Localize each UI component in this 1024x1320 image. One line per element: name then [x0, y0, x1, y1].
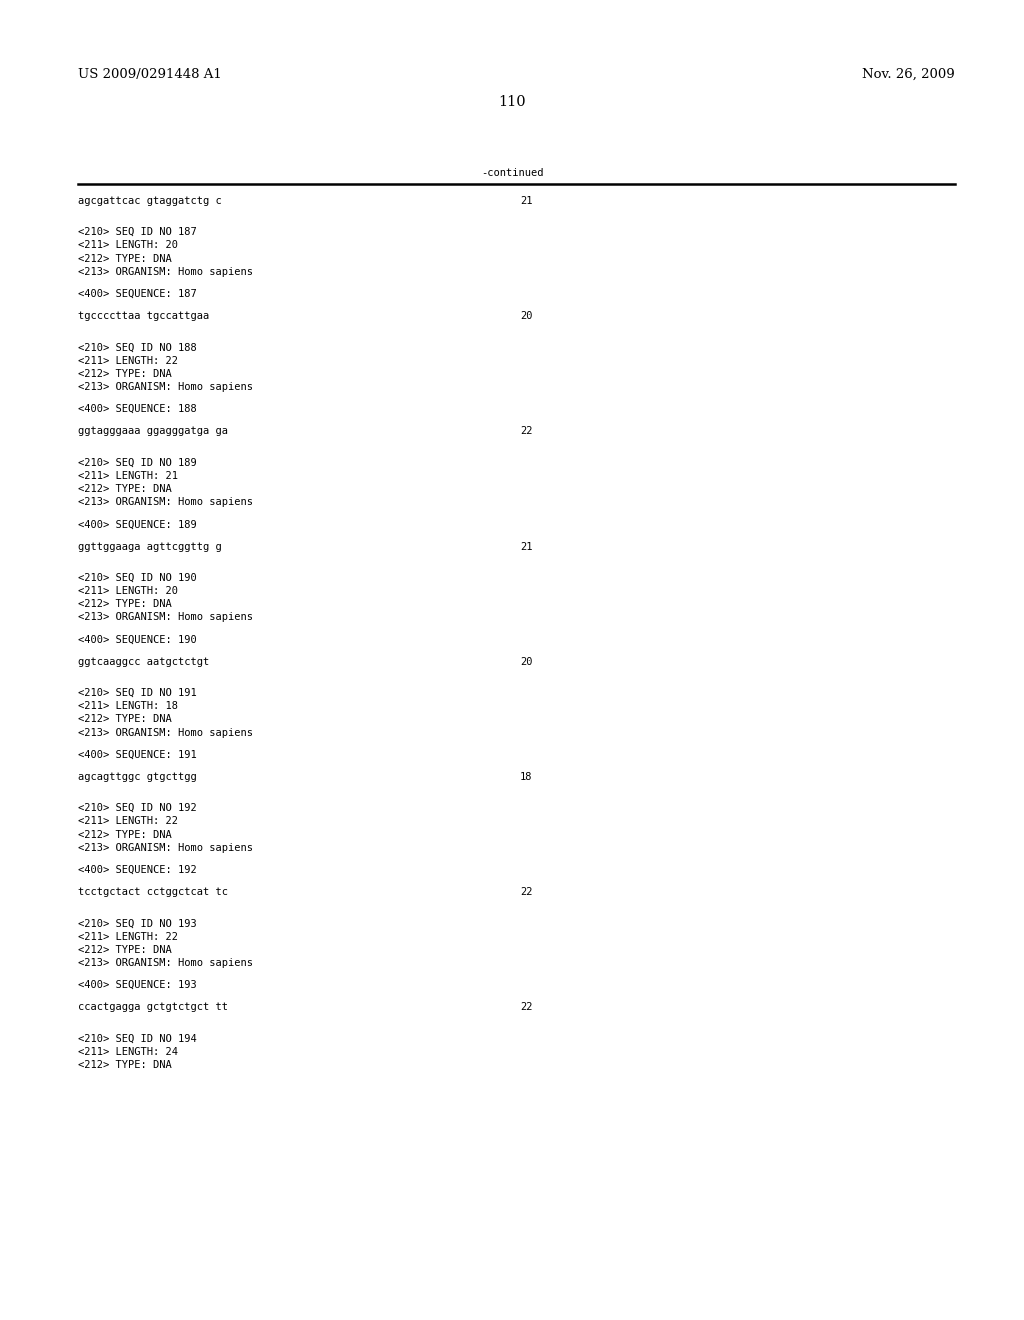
Text: <211> LENGTH: 20: <211> LENGTH: 20: [78, 240, 178, 251]
Text: <213> ORGANISM: Homo sapiens: <213> ORGANISM: Homo sapiens: [78, 267, 253, 277]
Text: Nov. 26, 2009: Nov. 26, 2009: [862, 69, 955, 81]
Text: ggtagggaaa ggagggatga ga: ggtagggaaa ggagggatga ga: [78, 426, 228, 437]
Text: <211> LENGTH: 20: <211> LENGTH: 20: [78, 586, 178, 597]
Text: 21: 21: [520, 541, 532, 552]
Text: US 2009/0291448 A1: US 2009/0291448 A1: [78, 69, 222, 81]
Text: <400> SEQUENCE: 187: <400> SEQUENCE: 187: [78, 289, 197, 300]
Text: <210> SEQ ID NO 193: <210> SEQ ID NO 193: [78, 919, 197, 928]
Text: <212> TYPE: DNA: <212> TYPE: DNA: [78, 945, 172, 954]
Text: <400> SEQUENCE: 189: <400> SEQUENCE: 189: [78, 519, 197, 529]
Text: <212> TYPE: DNA: <212> TYPE: DNA: [78, 484, 172, 494]
Text: <210> SEQ ID NO 194: <210> SEQ ID NO 194: [78, 1034, 197, 1044]
Text: agcagttggc gtgcttgg: agcagttggc gtgcttgg: [78, 772, 197, 781]
Text: <211> LENGTH: 24: <211> LENGTH: 24: [78, 1047, 178, 1057]
Text: 110: 110: [499, 95, 525, 110]
Text: 20: 20: [520, 312, 532, 321]
Text: tgccccttaa tgccattgaa: tgccccttaa tgccattgaa: [78, 312, 209, 321]
Text: agcgattcac gtaggatctg c: agcgattcac gtaggatctg c: [78, 195, 222, 206]
Text: <210> SEQ ID NO 190: <210> SEQ ID NO 190: [78, 573, 197, 583]
Text: <213> ORGANISM: Homo sapiens: <213> ORGANISM: Homo sapiens: [78, 727, 253, 738]
Text: ccactgagga gctgtctgct tt: ccactgagga gctgtctgct tt: [78, 1002, 228, 1012]
Text: 21: 21: [520, 195, 532, 206]
Text: <212> TYPE: DNA: <212> TYPE: DNA: [78, 714, 172, 725]
Text: <210> SEQ ID NO 187: <210> SEQ ID NO 187: [78, 227, 197, 238]
Text: <211> LENGTH: 18: <211> LENGTH: 18: [78, 701, 178, 711]
Text: <400> SEQUENCE: 193: <400> SEQUENCE: 193: [78, 981, 197, 990]
Text: <211> LENGTH: 22: <211> LENGTH: 22: [78, 932, 178, 941]
Text: <211> LENGTH: 22: <211> LENGTH: 22: [78, 816, 178, 826]
Text: ggtcaaggcc aatgctctgt: ggtcaaggcc aatgctctgt: [78, 657, 209, 667]
Text: <213> ORGANISM: Homo sapiens: <213> ORGANISM: Homo sapiens: [78, 612, 253, 623]
Text: <400> SEQUENCE: 191: <400> SEQUENCE: 191: [78, 750, 197, 760]
Text: <212> TYPE: DNA: <212> TYPE: DNA: [78, 1060, 172, 1071]
Text: <210> SEQ ID NO 189: <210> SEQ ID NO 189: [78, 458, 197, 467]
Text: <213> ORGANISM: Homo sapiens: <213> ORGANISM: Homo sapiens: [78, 498, 253, 507]
Text: 22: 22: [520, 426, 532, 437]
Text: <212> TYPE: DNA: <212> TYPE: DNA: [78, 829, 172, 840]
Text: <210> SEQ ID NO 188: <210> SEQ ID NO 188: [78, 342, 197, 352]
Text: <213> ORGANISM: Homo sapiens: <213> ORGANISM: Homo sapiens: [78, 958, 253, 968]
Text: <212> TYPE: DNA: <212> TYPE: DNA: [78, 368, 172, 379]
Text: 22: 22: [520, 887, 532, 898]
Text: 18: 18: [520, 772, 532, 781]
Text: <210> SEQ ID NO 191: <210> SEQ ID NO 191: [78, 688, 197, 698]
Text: -continued: -continued: [480, 168, 544, 178]
Text: ggttggaaga agttcggttg g: ggttggaaga agttcggttg g: [78, 541, 222, 552]
Text: 20: 20: [520, 657, 532, 667]
Text: <213> ORGANISM: Homo sapiens: <213> ORGANISM: Homo sapiens: [78, 381, 253, 392]
Text: <400> SEQUENCE: 190: <400> SEQUENCE: 190: [78, 635, 197, 644]
Text: <211> LENGTH: 22: <211> LENGTH: 22: [78, 355, 178, 366]
Text: tcctgctact cctggctcat tc: tcctgctact cctggctcat tc: [78, 887, 228, 898]
Text: <212> TYPE: DNA: <212> TYPE: DNA: [78, 253, 172, 264]
Text: 22: 22: [520, 1002, 532, 1012]
Text: <400> SEQUENCE: 188: <400> SEQUENCE: 188: [78, 404, 197, 414]
Text: <213> ORGANISM: Homo sapiens: <213> ORGANISM: Homo sapiens: [78, 842, 253, 853]
Text: <400> SEQUENCE: 192: <400> SEQUENCE: 192: [78, 865, 197, 875]
Text: <211> LENGTH: 21: <211> LENGTH: 21: [78, 471, 178, 480]
Text: <212> TYPE: DNA: <212> TYPE: DNA: [78, 599, 172, 610]
Text: <210> SEQ ID NO 192: <210> SEQ ID NO 192: [78, 803, 197, 813]
